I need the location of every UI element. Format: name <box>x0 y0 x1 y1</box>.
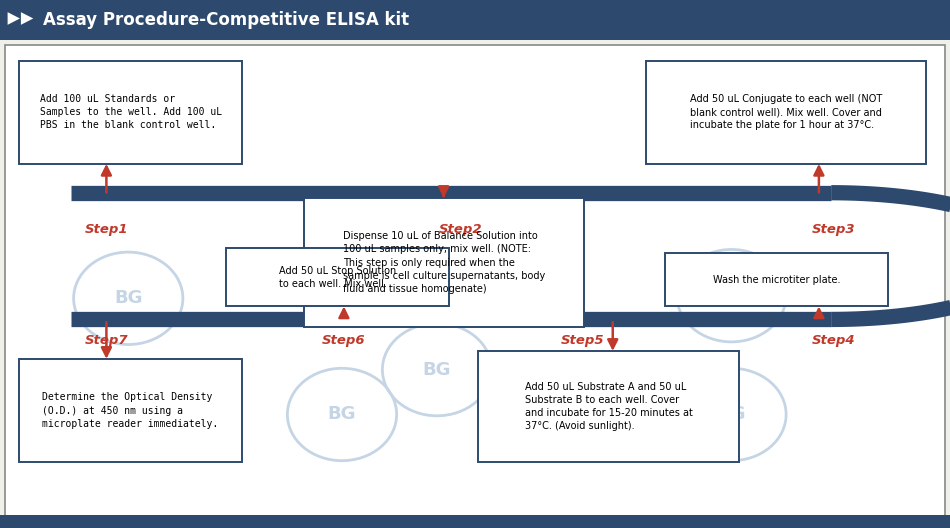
Text: BG: BG <box>717 406 746 423</box>
FancyBboxPatch shape <box>478 351 739 462</box>
FancyBboxPatch shape <box>0 0 950 40</box>
Polygon shape <box>8 12 20 25</box>
Text: Step2: Step2 <box>439 223 483 236</box>
Text: BG: BG <box>328 406 356 423</box>
Text: Add 100 uL Standards or
Samples to the well. Add 100 uL
PBS in the blank control: Add 100 uL Standards or Samples to the w… <box>40 94 221 130</box>
Text: Add 50 uL Substrate A and 50 uL
Substrate B to each well. Cover
and incubate for: Add 50 uL Substrate A and 50 uL Substrat… <box>524 382 693 431</box>
Text: BG: BG <box>114 289 142 307</box>
FancyBboxPatch shape <box>665 253 888 306</box>
FancyBboxPatch shape <box>304 198 584 327</box>
FancyArrow shape <box>902 10 950 30</box>
Text: Step1: Step1 <box>85 223 128 236</box>
Text: Add 50 uL Conjugate to each well (NOT
blank control well). Mix well. Cover and
i: Add 50 uL Conjugate to each well (NOT bl… <box>690 94 883 130</box>
Text: Dispense 10 uL of Balance Solution into
100 uL samples only, mix well. (NOTE:
Th: Dispense 10 uL of Balance Solution into … <box>343 231 545 294</box>
Text: Step4: Step4 <box>812 334 856 347</box>
FancyBboxPatch shape <box>646 61 926 164</box>
Text: Assay Procedure-Competitive ELISA kit: Assay Procedure-Competitive ELISA kit <box>43 11 408 29</box>
Text: Step6: Step6 <box>322 334 366 347</box>
Text: Step5: Step5 <box>560 334 604 347</box>
Polygon shape <box>21 12 33 25</box>
Text: Step3: Step3 <box>812 223 856 236</box>
Text: Step7: Step7 <box>85 334 128 347</box>
Text: BG: BG <box>717 287 746 305</box>
FancyBboxPatch shape <box>0 515 950 528</box>
Text: Wash the microtiter plate.: Wash the microtiter plate. <box>712 275 841 285</box>
Text: Add 50 uL Stop Solution
to each well. Mix well.: Add 50 uL Stop Solution to each well. Mi… <box>279 266 396 289</box>
FancyBboxPatch shape <box>19 359 242 462</box>
Text: BG: BG <box>114 406 142 423</box>
Text: BG: BG <box>423 361 451 379</box>
FancyBboxPatch shape <box>19 61 242 164</box>
Text: Determine the Optical Density
(O.D.) at 450 nm using a
microplate reader immedia: Determine the Optical Density (O.D.) at … <box>43 392 218 429</box>
FancyBboxPatch shape <box>226 248 449 306</box>
FancyBboxPatch shape <box>5 45 945 525</box>
